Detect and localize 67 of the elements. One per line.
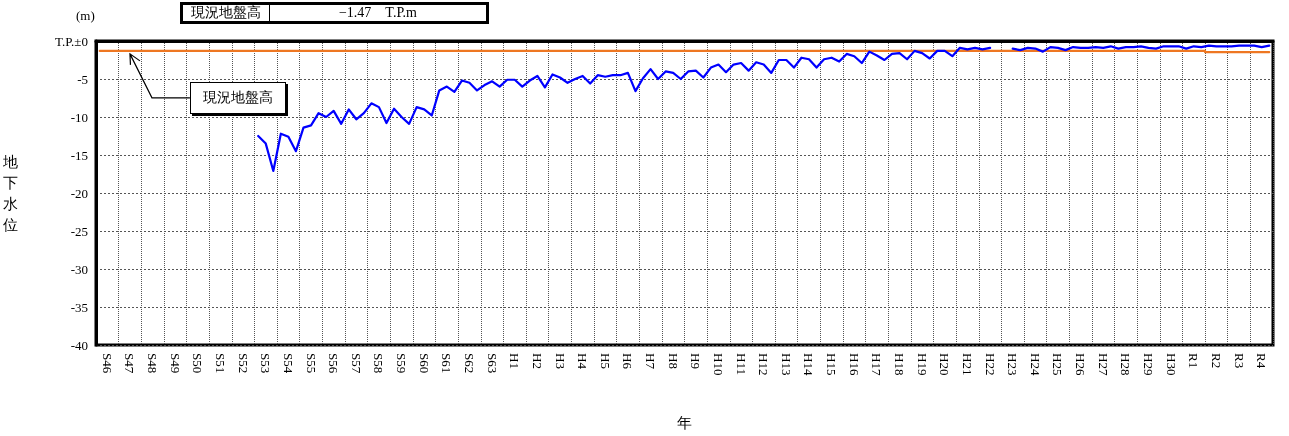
x-tick-label: S63	[484, 353, 500, 374]
x-tick-label: H13	[778, 353, 794, 376]
x-tick-label: S48	[145, 353, 161, 374]
x-tick-label: S47	[122, 353, 138, 374]
x-tick-label: H11	[733, 353, 749, 375]
x-tick-label: S56	[326, 353, 342, 374]
x-tick-label: H30	[1163, 353, 1179, 376]
x-tick-label: S51	[212, 353, 228, 374]
x-tick-label: S52	[235, 353, 251, 374]
x-tick-label: H10	[710, 353, 726, 376]
y-tick-label: -10	[70, 109, 88, 125]
x-tick-label: S57	[348, 353, 364, 374]
x-tick-label: S49	[167, 353, 183, 374]
x-tick-label: H24	[1027, 353, 1043, 376]
text: (m)	[76, 8, 95, 24]
y-tick-label: -5	[77, 71, 88, 87]
x-tick-label: H15	[824, 353, 840, 376]
x-tick-label: H21	[959, 353, 975, 376]
x-tick-label: H28	[1118, 353, 1134, 376]
x-axis-title: 年	[677, 414, 692, 431]
x-tick-label: S50	[190, 353, 206, 374]
y-axis-title: 地下水位	[2, 153, 18, 233]
x-tick-label: H3	[552, 353, 568, 369]
x-tick-label: H22	[982, 353, 998, 376]
x-tick-label: H9	[688, 353, 704, 369]
x-tick-label: H29	[1141, 353, 1157, 376]
x-tick-label: H26	[1073, 353, 1089, 376]
y-tick-label: -30	[70, 261, 88, 277]
x-tick-label: S60	[416, 353, 432, 374]
x-tick-label: R1	[1186, 353, 1202, 369]
x-tick-label: H19	[914, 353, 930, 376]
y-tick-label: -25	[70, 223, 88, 239]
text: −1.47 T.P.m	[269, 3, 488, 23]
x-tick-label: R2	[1208, 353, 1224, 369]
y-tick-label: -40	[70, 337, 88, 353]
x-tick-label: H27	[1095, 353, 1111, 376]
x-tick-label: H20	[937, 353, 953, 376]
x-tick-label: S62	[461, 353, 477, 374]
x-tick-label: H14	[801, 353, 817, 376]
x-tick-label: H5	[597, 353, 613, 369]
x-tick-label: S54	[280, 353, 296, 374]
x-tick-label: H6	[620, 353, 636, 370]
y-tick-label: T.P.±0	[55, 33, 88, 49]
text: 現況地盤高	[181, 3, 270, 23]
x-tick-label: R3	[1231, 353, 1247, 369]
x-tick-label: S59	[394, 353, 410, 374]
x-tick-label: H7	[643, 353, 659, 370]
y-tick-label: -35	[70, 299, 88, 315]
x-tick-label: H18	[892, 353, 908, 376]
x-tick-label: R4	[1254, 353, 1270, 369]
x-tick-label: H16	[846, 353, 862, 376]
x-tick-label: H1	[507, 353, 523, 369]
y-tick-label: -15	[70, 147, 88, 163]
x-tick-label: H4	[575, 353, 591, 370]
x-tick-label: H2	[529, 353, 545, 369]
x-tick-label: H23	[1005, 353, 1021, 376]
x-tick-label: H17	[869, 353, 885, 376]
x-tick-label: S53	[258, 353, 274, 374]
x-tick-label: S55	[303, 353, 319, 374]
x-tick-label: S46	[99, 353, 115, 374]
x-tick-label: H12	[756, 353, 772, 376]
y-tick-label: -20	[70, 185, 88, 201]
x-tick-label: S58	[371, 353, 387, 374]
x-tick-label: S61	[439, 353, 455, 374]
annotation: 現況地盤高	[189, 81, 286, 114]
x-tick-label: H25	[1050, 353, 1066, 376]
x-tick-label: H8	[665, 353, 681, 369]
